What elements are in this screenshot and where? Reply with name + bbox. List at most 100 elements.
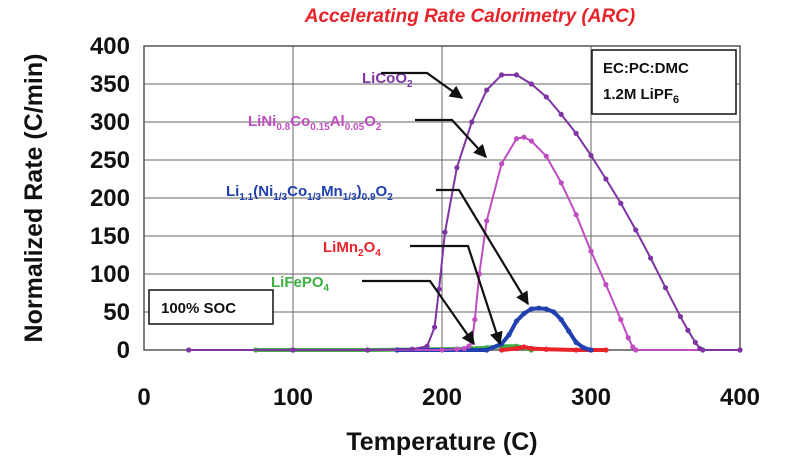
data-point: [536, 305, 542, 311]
data-point: [528, 306, 535, 312]
data-point: [700, 347, 706, 353]
data-point: [685, 327, 691, 333]
label-nca: LiNi0.8Co0.15Al0.05O2: [248, 113, 382, 133]
data-point: [618, 200, 624, 206]
data-point: [573, 347, 579, 353]
data-point: [521, 344, 527, 350]
arrow-licoo2: [381, 71, 464, 99]
electrolyte-box: EC:PC:DMC 1.2M LiPF6: [591, 49, 737, 115]
data-point: [573, 130, 579, 136]
y-tick-label: 400: [90, 33, 130, 60]
label-nmc: Li1.1(Ni1/3Co1/3Mn1/3)0.9O2: [226, 183, 393, 203]
series-0: [186, 72, 743, 353]
data-point: [513, 318, 520, 324]
y-tick-label: 250: [90, 147, 130, 174]
data-point: [558, 180, 564, 186]
data-point: [625, 335, 631, 341]
chart-title: Accelerating Rate Calorimetry (ARC): [304, 6, 635, 27]
data-point: [618, 317, 624, 323]
x-tick-label: 0: [137, 384, 150, 411]
data-point: [513, 136, 520, 142]
data-point: [424, 343, 430, 349]
y-tick-label: 350: [90, 71, 130, 98]
y-tick-label: 200: [90, 185, 130, 212]
data-point: [513, 72, 520, 78]
data-point: [484, 87, 490, 93]
data-point: [521, 134, 527, 140]
soc-text: 100% SOC: [161, 300, 236, 317]
x-axis-label: Temperature (C): [346, 428, 537, 456]
data-point: [469, 119, 475, 125]
data-point: [543, 306, 549, 312]
data-point: [439, 347, 445, 353]
label-licoo2: LiCoO2: [362, 70, 413, 90]
series-labels: LiCoO2 LiNi0.8Co0.15Al0.05O2 Li1.1(Ni1/3Co…: [226, 70, 413, 294]
y-tick-label: 300: [90, 109, 130, 136]
data-point: [580, 345, 587, 351]
data-point: [364, 347, 371, 353]
label-lfp: LiFePO4: [271, 274, 330, 294]
y-tick-labels: 0 50 100 150 200 250 300 350 400: [90, 33, 130, 364]
x-tick-label: 400: [720, 384, 760, 411]
data-point: [484, 347, 490, 353]
data-point: [442, 229, 448, 235]
data-point: [454, 346, 460, 352]
data-point: [588, 248, 594, 254]
data-point: [633, 227, 639, 233]
data-point: [528, 81, 535, 87]
label-arrows: [362, 71, 529, 346]
data-point: [662, 285, 669, 291]
arrow-lmo: [410, 244, 503, 346]
data-point: [558, 111, 564, 117]
data-point: [648, 255, 654, 261]
data-point: [566, 328, 572, 334]
data-point: [186, 347, 192, 353]
series-2: [394, 305, 594, 353]
y-tick-label: 150: [90, 223, 130, 250]
data-point: [588, 347, 594, 353]
arrow-nca: [415, 118, 487, 158]
electrolyte-text: EC:PC:DMC: [603, 60, 689, 77]
data-point: [499, 161, 505, 167]
data-point: [692, 339, 698, 345]
x-tick-label: 100: [273, 384, 313, 411]
x-tick-labels: 0 100 200 300 400: [137, 384, 760, 411]
data-point: [543, 153, 549, 159]
soc-box: 100% SOC: [148, 289, 274, 325]
data-point: [499, 72, 505, 78]
data-point: [633, 347, 639, 353]
data-point: [603, 282, 609, 288]
series-layer: [186, 72, 743, 353]
salt-text: 1.2M LiPF6: [603, 86, 679, 106]
arrow-lfp: [362, 279, 475, 346]
data-point: [588, 152, 594, 159]
data-point: [290, 347, 296, 353]
data-point: [528, 138, 535, 144]
data-point: [521, 310, 527, 317]
data-point: [513, 345, 520, 352]
data-point: [472, 317, 478, 323]
data-point: [461, 345, 467, 352]
data-point: [573, 212, 579, 218]
data-point: [543, 94, 549, 100]
y-axis-label: Normalized Rate (C/min): [20, 54, 48, 343]
data-point: [431, 324, 438, 330]
data-point: [454, 165, 460, 171]
y-tick-label: 0: [117, 337, 130, 364]
data-point: [603, 347, 609, 353]
data-point: [528, 345, 535, 352]
y-tick-label: 100: [90, 261, 130, 288]
data-point: [543, 346, 549, 352]
data-point: [603, 176, 609, 182]
data-point: [558, 317, 564, 323]
data-point: [499, 347, 505, 353]
series-line: [293, 136, 740, 351]
data-point: [484, 218, 490, 224]
data-point: [737, 347, 743, 353]
arrow-nmc: [436, 188, 529, 306]
label-lmo: LiMn2O4: [323, 239, 381, 259]
data-point: [506, 332, 512, 338]
data-point: [409, 346, 415, 352]
x-tick-label: 300: [571, 384, 611, 411]
